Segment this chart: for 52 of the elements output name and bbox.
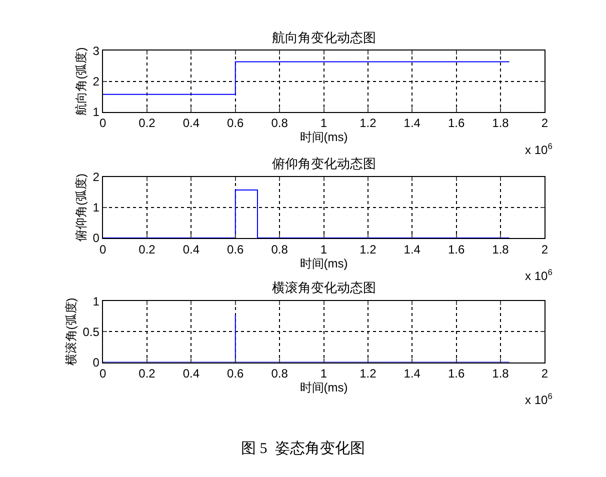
x-tick-label: 1.6 [448,116,465,130]
x-tick-label: 0.4 [182,116,200,130]
x-tick-label: 1 [320,242,328,256]
y-tick-label: 1 [92,294,100,308]
x-tick-label: 0.8 [271,116,288,130]
x-tick-label: 1 [320,116,328,130]
x-tick-label: 1.4 [404,116,421,130]
x-tick-label: 1.4 [404,366,421,381]
y-tick-label: 2 [92,74,100,88]
x-tick-label: 0.2 [138,366,156,381]
x-tick-label: 1.2 [360,366,377,381]
x-tick-label: 1 [320,366,328,381]
x-tick-label: 0.2 [138,242,156,256]
x-tick-label: 0.6 [227,242,244,256]
x-tick-label: 0.8 [271,366,288,381]
y-tick-label: 0 [92,355,100,370]
text: x 10$^{6}$ [525,141,553,158]
x-axis-title: 时间(ms) [300,256,348,270]
y-tick-label: 1 [92,105,100,120]
x-tick-label: 1.4 [404,242,421,256]
x-tick-label: 0.4 [182,366,200,381]
y-axis-title: 俯仰角(弧度) [74,173,88,242]
y-tick-label: 1 [92,200,100,215]
x-tick-label: 0.6 [227,366,244,381]
x-tick-label: 0.2 [138,116,156,130]
text: x 10$^{6}$ [525,391,553,408]
x-tick-label: 2 [541,242,548,256]
y-axis-title: 航向角(弧度) [74,47,88,116]
x-tick-label: 1.6 [448,366,465,381]
x-tick-label: 1.6 [448,242,465,256]
chart-title: 俯仰角变化动态图 [272,156,376,171]
y-tick-label: 0 [92,231,100,246]
x-tick-label: 2 [541,116,548,130]
x-tick-label: 0.6 [227,116,244,130]
x-tick-label: 1.8 [492,242,510,256]
text: x 10$^{6}$ [525,267,553,284]
x-tick-label: 1.8 [492,366,510,381]
x-tick-label: 1.2 [360,242,377,256]
x-tick-label: 1.2 [360,116,377,130]
chart-title: 航向角变化动态图 [272,30,376,45]
x-tick-label: 2 [541,366,548,381]
y-tick-label: 0.5 [82,324,100,339]
x-tick-label: 1.8 [492,116,510,130]
x-tick-label: 0.4 [182,242,200,256]
x-axis-title: 时间(ms) [300,130,348,144]
caption: 图 5 姿态角变化图 [241,440,365,457]
y-tick-label: 3 [92,44,100,58]
chart-title: 横滚角变化动态图 [272,280,376,295]
y-tick-label: 2 [92,170,100,184]
x-tick-label: 0.8 [271,242,288,256]
x-axis-title: 时间(ms) [300,380,348,395]
y-axis-title: 横滚角(弧度) [64,298,78,366]
